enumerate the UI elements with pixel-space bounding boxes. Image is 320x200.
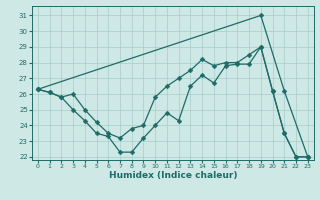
X-axis label: Humidex (Indice chaleur): Humidex (Indice chaleur) xyxy=(108,171,237,180)
